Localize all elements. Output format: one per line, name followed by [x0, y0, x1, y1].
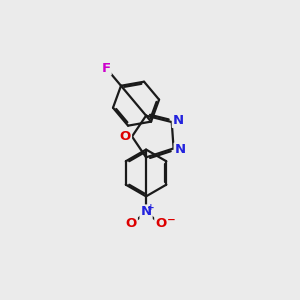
Text: O: O	[120, 130, 131, 143]
Text: O: O	[155, 217, 167, 230]
Text: −: −	[167, 214, 175, 224]
Text: N: N	[173, 114, 184, 127]
Text: +: +	[147, 203, 155, 212]
Text: O: O	[126, 217, 137, 230]
Text: N: N	[175, 143, 186, 156]
Text: N: N	[140, 206, 152, 218]
Text: F: F	[102, 61, 111, 75]
